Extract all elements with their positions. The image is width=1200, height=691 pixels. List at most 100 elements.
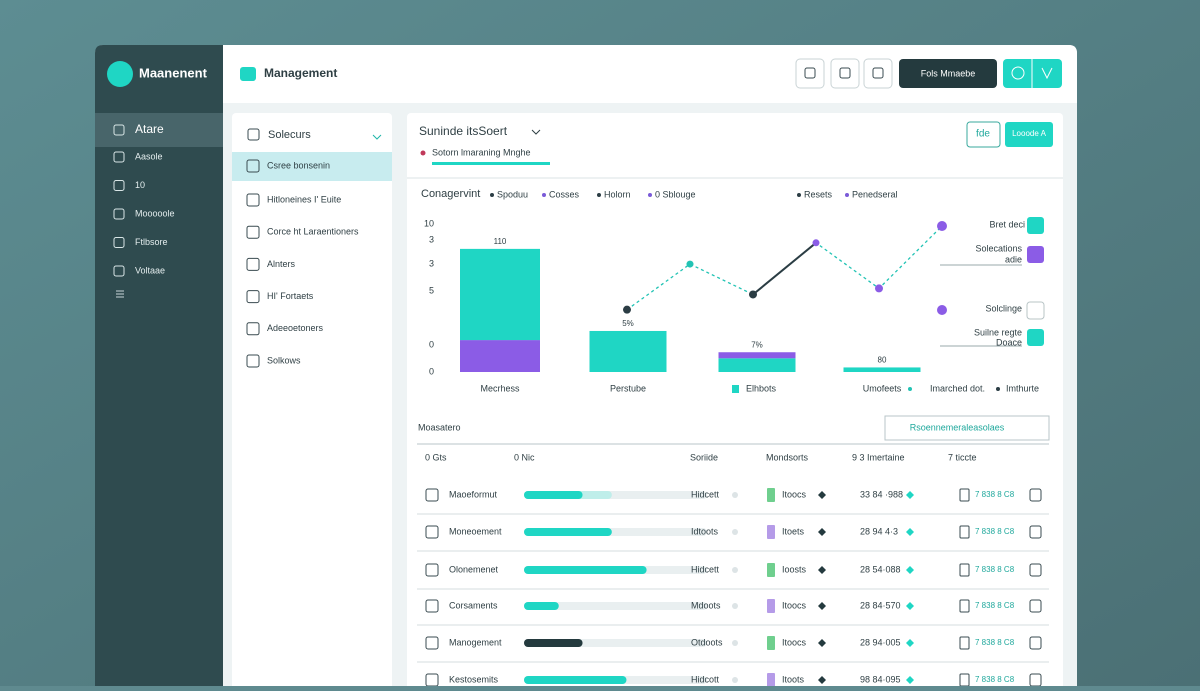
legend-dot	[648, 193, 652, 197]
row-status: Hidcett	[691, 489, 720, 499]
row-ref: 7 838 8 C8	[975, 601, 1015, 610]
row-ref: 7 838 8 C8	[975, 565, 1015, 574]
tab-underline	[432, 162, 550, 165]
row-code: 33 84 ·988	[860, 489, 903, 499]
tag-icon	[767, 563, 775, 577]
action-button-label: Fols Mmaebe	[921, 68, 976, 78]
trend-highlight	[752, 242, 817, 296]
icon-glyph	[872, 67, 884, 79]
x-label: Perstube	[610, 383, 646, 393]
row-code: 28 54·088	[860, 564, 901, 574]
axis-label: 5	[429, 285, 434, 295]
legend-dot	[908, 387, 912, 391]
icon-glyph	[804, 67, 816, 79]
row-ref: 7 838 8 C8	[975, 638, 1015, 647]
sidebar-icon	[113, 237, 125, 248]
top-bar	[223, 45, 1077, 103]
legend-item: Cosses	[549, 189, 580, 199]
row-action[interactable]	[1029, 599, 1042, 613]
sidebar-item: 10	[135, 180, 145, 190]
icon-button[interactable]	[863, 58, 893, 89]
row-ref: 7 838 8 C8	[975, 527, 1015, 536]
row-code: 98 84·095	[860, 674, 901, 684]
row-status: Mdoots	[691, 600, 721, 610]
status-dot	[732, 492, 738, 498]
row-action[interactable]	[1029, 525, 1042, 539]
side-badge	[1027, 246, 1044, 263]
panel-item-icon	[246, 193, 260, 207]
side-badge	[1027, 217, 1044, 234]
tag-icon	[767, 673, 775, 687]
action-button[interactable]	[899, 59, 997, 88]
bar-annotation: 80	[878, 356, 887, 365]
row-action[interactable]	[1029, 563, 1042, 577]
row-action[interactable]	[1029, 488, 1042, 502]
column-header: 0 Gts	[425, 452, 447, 462]
brand: Maanenent	[139, 65, 208, 80]
row-name: Moneoement	[449, 526, 502, 536]
row-tag: Itoets	[782, 526, 805, 536]
sidebar-icon	[113, 151, 125, 163]
chart-title: Conagervint	[421, 188, 480, 200]
icon-button-label: fde	[976, 129, 990, 140]
card-button[interactable]	[1005, 122, 1053, 147]
panel-title: Solecurs	[268, 129, 311, 141]
table-select[interactable]	[884, 415, 1050, 441]
progress-fill	[524, 528, 612, 536]
diamond	[818, 566, 826, 574]
card-subtitle: Sotorn lmaraning Mnghe	[432, 147, 531, 157]
side-legend: Doace	[996, 337, 1022, 347]
glyph	[1011, 66, 1025, 80]
progress-fill	[524, 676, 627, 684]
diamond	[906, 491, 914, 499]
panel-icon	[247, 128, 260, 141]
row-action[interactable]	[1029, 673, 1042, 687]
brand-logo	[107, 61, 133, 87]
row-tag: Itoocs	[782, 637, 807, 647]
bar-segment	[460, 248, 540, 341]
trend-point	[749, 290, 757, 299]
ref-icon	[959, 563, 970, 577]
progress-fill	[524, 566, 647, 574]
icon-button[interactable]	[966, 121, 1001, 148]
panel-item-icon	[246, 257, 260, 271]
sidebar-item: Voltaae	[135, 265, 165, 275]
row-name: Maoeformut	[449, 489, 498, 499]
trend-point	[686, 260, 694, 268]
icon-button[interactable]	[830, 58, 860, 89]
menu-icon	[116, 290, 124, 298]
panel-item: Alnters	[267, 259, 296, 269]
icon-button[interactable]	[795, 58, 825, 89]
column-header: Soriide	[690, 452, 718, 462]
bar-annotation: 5%	[622, 319, 634, 328]
row-status: Hidcott	[691, 674, 720, 684]
legend-item: Penedseral	[852, 189, 898, 199]
panel-item-icon	[246, 322, 260, 336]
bar-segment	[460, 340, 540, 372]
panel-item: Hitloneines I' Euite	[267, 194, 341, 204]
diamond	[906, 676, 914, 684]
status-dot	[732, 677, 738, 683]
legend-dot	[996, 387, 1000, 391]
progress-track	[524, 602, 707, 610]
icon-glyph	[839, 67, 851, 79]
bar-annotation: 110	[494, 237, 507, 246]
row-action[interactable]	[1029, 636, 1042, 650]
row-status: Otdoots	[691, 637, 723, 647]
legend-dot	[797, 193, 801, 197]
sidebar-icon	[113, 124, 125, 136]
panel-item: Solkows	[267, 355, 301, 365]
table-title: Moasatero	[418, 422, 461, 432]
tag-icon	[767, 488, 775, 502]
ref-icon	[959, 488, 970, 502]
panel-item: Adeeoetoners	[267, 323, 324, 333]
row-tag: Ioosts	[782, 564, 807, 574]
diamond	[906, 566, 914, 574]
legend-dot	[845, 193, 849, 197]
side-legend: Suilne regte	[974, 327, 1022, 337]
legend-item: Holorn	[604, 189, 631, 199]
sidebar-item: Aasole	[135, 151, 163, 161]
legend-item: 0 Sblouge	[655, 189, 696, 199]
progress-fill	[524, 602, 559, 610]
legend-dot	[490, 193, 494, 197]
